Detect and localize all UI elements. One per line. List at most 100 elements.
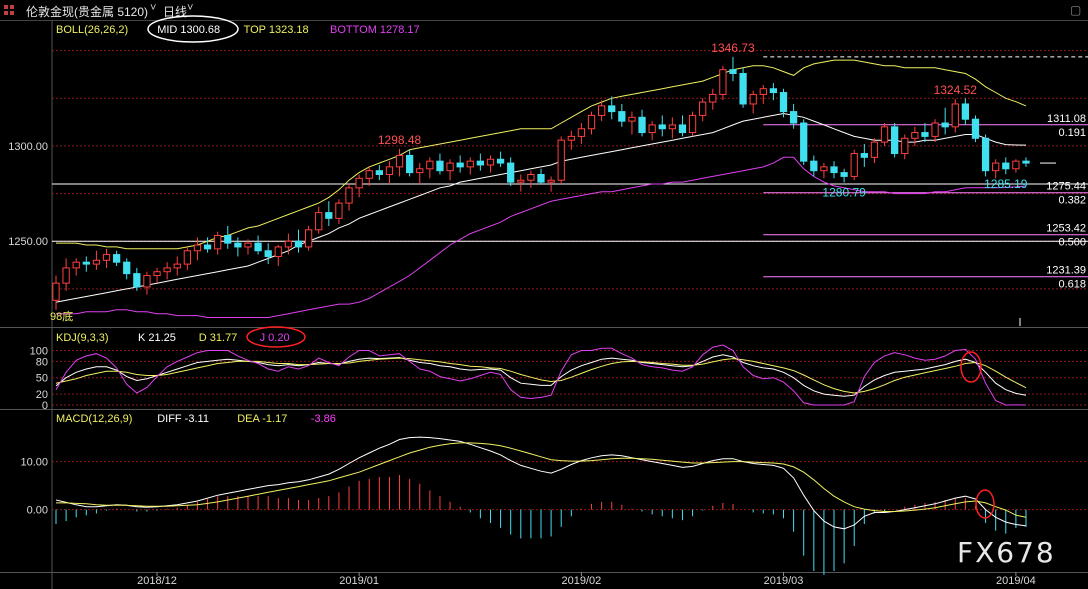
boll-legend-item: MID 1300.68 [157,24,220,36]
candle-body [173,263,181,269]
kdj-k-line [55,354,1027,397]
fib-ratio-label: 0.191 [1058,127,1086,139]
x-tick-label: 2019/03 [764,575,804,587]
candle-body [284,240,293,248]
candle-body [264,250,272,257]
candle-body [395,154,404,168]
kdj-legend-item: KDJ(9,3,3) [56,332,109,344]
chevron-down-icon[interactable]: ˅ [150,2,157,14]
symbol-selector[interactable]: 伦敦金现(贵金属 5120) [26,5,149,19]
chevron-down-icon[interactable]: ˅ [187,2,194,14]
candle-body [678,124,687,134]
price-annotation: 1346.73 [711,41,755,55]
candle-body [466,160,474,168]
kdj-d-line [55,357,1027,394]
candle-body [567,135,575,141]
candle-body [911,132,919,139]
price-annotation: 1298.48 [378,133,422,147]
y-tick-label: 0 [42,400,48,412]
candle-body [294,240,303,248]
candle-body [375,170,383,175]
candle-body [1002,162,1010,170]
fib-price-label: 1275.44 [1046,181,1086,193]
fib-ratio-label: 0.618 [1058,279,1086,291]
candle-body [547,179,555,183]
price-annotation: 1280.79 [822,186,866,200]
candle-body [891,126,899,155]
fib-price-label: 1253.42 [1046,223,1086,235]
y-tick-label: 0.00 [27,505,48,517]
candle-body [203,244,212,250]
period-selector[interactable]: 日线 [163,5,188,19]
candle-body [779,92,788,113]
candle-body [850,153,858,177]
y-tick-label: 1300.00 [8,141,48,153]
candle-body [436,160,444,172]
candle-body [951,103,959,128]
candle-body [810,160,818,172]
x-tick-label: 2019/04 [996,575,1036,587]
candle-body [961,103,970,120]
candle-body [355,177,363,189]
candle-body [335,202,343,219]
candle-body [426,160,434,170]
candle-body [557,139,565,181]
candle-body [658,124,666,130]
price-annotation: 1285.19 [984,177,1028,191]
y-tick-label: 20 [36,389,48,401]
candle-body [112,254,121,263]
y-tick-label: 10.00 [20,457,48,469]
candle-body [496,158,505,164]
candle-body [72,261,80,269]
candle-body [628,116,636,122]
candle-body [749,93,757,105]
candle-body [901,137,909,155]
macd-diff-line [55,436,1027,530]
candle-body [123,261,131,275]
chart-toolbar: 伦敦金现(贵金属 5120) ˅ 日线 ˅ ▢ [0,0,1088,21]
candle-body [62,267,70,284]
candle-body [82,261,90,265]
candle-body [587,114,596,130]
candle-body [830,166,838,174]
candle-body [941,122,949,128]
candle-body [365,170,373,179]
candle-body [143,275,151,288]
candle-body [709,93,717,103]
y-tick-label: 1250.00 [8,236,48,248]
candle-body [102,254,111,261]
highlight-circle [960,351,982,383]
candle-body [1012,160,1020,170]
candle-body [800,122,808,162]
candle-body [325,212,333,219]
candle-body [699,101,707,116]
candle-body [921,132,929,137]
candle-body [759,88,767,95]
highlight-circle [147,15,239,43]
grid-menu-icon[interactable] [4,5,14,15]
boll-legend-item: BOLL(26,26,2) [56,24,128,36]
candle-body [971,118,980,139]
candle-body [214,235,222,250]
y-tick-label: 80 [36,356,48,368]
highlight-circle [246,326,306,348]
candle-body [527,174,535,181]
candle-body [304,229,313,248]
candle-body [769,88,778,94]
candle-body [1022,160,1030,164]
x-tick-label: 2018/12 [137,575,177,587]
x-tick-label: 2019/01 [339,575,379,587]
candle-body [224,235,232,244]
candle-body [274,246,282,257]
candle-body [820,166,828,172]
kdj-legend-item: D 31.77 [199,332,238,344]
watermark: FX678 [957,536,1056,569]
window-icon[interactable]: ▢ [1070,3,1082,17]
candle-body [507,162,515,183]
macd-legend-item: MACD(12,26,9) [56,413,132,425]
candle-body [406,154,414,174]
fib-ratio-label: 0.382 [1058,195,1086,207]
boll-top-line [56,59,1027,250]
fib-price-label: 1231.39 [1046,265,1086,277]
candle-body [52,282,60,301]
